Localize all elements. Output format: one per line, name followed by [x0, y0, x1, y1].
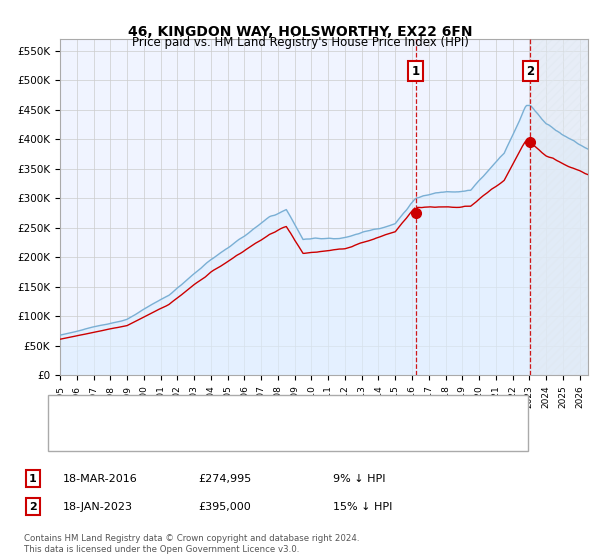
- Text: 18-JAN-2023: 18-JAN-2023: [63, 502, 133, 512]
- Text: Contains HM Land Registry data © Crown copyright and database right 2024.: Contains HM Land Registry data © Crown c…: [24, 534, 359, 543]
- Text: 1: 1: [412, 64, 419, 78]
- Text: 9% ↓ HPI: 9% ↓ HPI: [333, 474, 386, 484]
- Text: 46, KINGDON WAY, HOLSWORTHY, EX22 6FN (detached house): 46, KINGDON WAY, HOLSWORTHY, EX22 6FN (d…: [99, 404, 426, 414]
- Text: 2: 2: [29, 502, 37, 512]
- Text: £274,995: £274,995: [198, 474, 251, 484]
- Text: This data is licensed under the Open Government Licence v3.0.: This data is licensed under the Open Gov…: [24, 545, 299, 554]
- Bar: [530, 39, 588, 375]
- Text: £395,000: £395,000: [198, 502, 251, 512]
- Text: 18-MAR-2016: 18-MAR-2016: [63, 474, 138, 484]
- Text: 15% ↓ HPI: 15% ↓ HPI: [333, 502, 392, 512]
- Text: 1: 1: [29, 474, 37, 484]
- Text: Price paid vs. HM Land Registry's House Price Index (HPI): Price paid vs. HM Land Registry's House …: [131, 36, 469, 49]
- Text: HPI: Average price, detached house, Torridge: HPI: Average price, detached house, Torr…: [99, 429, 334, 439]
- Text: 46, KINGDON WAY, HOLSWORTHY, EX22 6FN: 46, KINGDON WAY, HOLSWORTHY, EX22 6FN: [128, 25, 472, 39]
- Text: ─────: ─────: [60, 427, 97, 441]
- Text: 2: 2: [526, 64, 534, 78]
- Text: ─────: ─────: [60, 402, 97, 416]
